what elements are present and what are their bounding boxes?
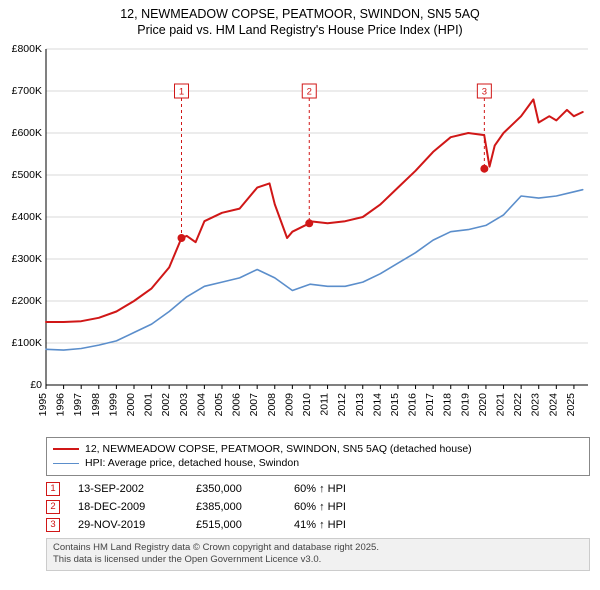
- svg-text:2000: 2000: [125, 392, 137, 416]
- svg-text:2025: 2025: [565, 392, 577, 416]
- sale-marker-icon: 1: [46, 482, 60, 496]
- svg-text:2011: 2011: [319, 392, 331, 415]
- sale-change: 41% ↑ HPI: [294, 519, 394, 531]
- svg-text:£700K: £700K: [12, 85, 42, 97]
- table-row: 2 18-DEC-2009 £385,000 60% ↑ HPI: [46, 498, 590, 516]
- sale-change: 60% ↑ HPI: [294, 483, 394, 495]
- svg-text:2012: 2012: [336, 392, 348, 416]
- svg-text:1997: 1997: [72, 392, 84, 416]
- svg-text:£0: £0: [30, 379, 42, 391]
- line-chart-svg: £0 £100K £200K £300K £400K £500K £600K £700K £80…: [0, 41, 600, 431]
- sale-price: £515,000: [196, 519, 276, 531]
- svg-text:2015: 2015: [389, 392, 401, 416]
- sale-date: 18-DEC-2009: [78, 501, 178, 513]
- svg-text:£100K: £100K: [12, 337, 42, 349]
- svg-text:£400K: £400K: [12, 211, 42, 223]
- svg-text:2016: 2016: [407, 392, 419, 416]
- legend-label: HPI: Average price, detached house, Swin…: [85, 456, 299, 471]
- svg-text:1999: 1999: [107, 392, 119, 416]
- svg-text:2010: 2010: [301, 392, 313, 416]
- svg-text:1995: 1995: [37, 392, 49, 416]
- legend-swatch: [53, 448, 79, 450]
- svg-text:2009: 2009: [283, 392, 295, 416]
- sale-price: £385,000: [196, 501, 276, 513]
- legend-label: 12, NEWMEADOW COPSE, PEATMOOR, SWINDON, …: [85, 442, 472, 457]
- svg-text:2024: 2024: [547, 392, 559, 416]
- chart-container: 12, NEWMEADOW COPSE, PEATMOOR, SWINDON, …: [0, 0, 600, 590]
- svg-text:2007: 2007: [248, 392, 260, 416]
- svg-text:2013: 2013: [354, 392, 366, 416]
- svg-text:2022: 2022: [512, 392, 524, 416]
- chart-area: £0 £100K £200K £300K £400K £500K £600K £700K £80…: [0, 41, 600, 431]
- svg-text:2017: 2017: [424, 392, 436, 416]
- svg-text:2008: 2008: [266, 392, 278, 416]
- sales-table: 1 13-SEP-2002 £350,000 60% ↑ HPI 2 18-DE…: [46, 480, 590, 534]
- sale-marker-icon: 2: [46, 500, 60, 514]
- svg-text:2003: 2003: [178, 392, 190, 416]
- svg-text:2014: 2014: [371, 392, 383, 416]
- svg-text:2004: 2004: [195, 392, 207, 416]
- attribution-line: This data is licensed under the Open Gov…: [53, 554, 583, 566]
- svg-text:1998: 1998: [90, 392, 102, 416]
- svg-text:2018: 2018: [442, 392, 454, 416]
- svg-text:2023: 2023: [530, 392, 542, 416]
- table-row: 3 29-NOV-2019 £515,000 41% ↑ HPI: [46, 516, 590, 534]
- svg-text:1996: 1996: [55, 392, 67, 416]
- sale-price: £350,000: [196, 483, 276, 495]
- title-block: 12, NEWMEADOW COPSE, PEATMOOR, SWINDON, …: [0, 0, 600, 41]
- attribution-line: Contains HM Land Registry data © Crown c…: [53, 542, 583, 554]
- svg-text:1: 1: [179, 86, 184, 97]
- attribution: Contains HM Land Registry data © Crown c…: [46, 538, 590, 571]
- title-subtitle: Price paid vs. HM Land Registry's House …: [4, 22, 596, 38]
- svg-text:£500K: £500K: [12, 169, 42, 181]
- sale-date: 29-NOV-2019: [78, 519, 178, 531]
- svg-text:2020: 2020: [477, 392, 489, 416]
- svg-text:2001: 2001: [143, 392, 155, 416]
- sale-marker-icon: 3: [46, 518, 60, 532]
- sale-date: 13-SEP-2002: [78, 483, 178, 495]
- table-row: 1 13-SEP-2002 £350,000 60% ↑ HPI: [46, 480, 590, 498]
- title-address: 12, NEWMEADOW COPSE, PEATMOOR, SWINDON, …: [4, 6, 596, 22]
- svg-text:2: 2: [307, 86, 312, 97]
- svg-text:£300K: £300K: [12, 253, 42, 265]
- svg-text:£800K: £800K: [12, 43, 42, 55]
- legend-item: HPI: Average price, detached house, Swin…: [53, 456, 583, 471]
- sale-change: 60% ↑ HPI: [294, 501, 394, 513]
- svg-text:£200K: £200K: [12, 295, 42, 307]
- svg-text:2019: 2019: [459, 392, 471, 416]
- svg-text:2002: 2002: [160, 392, 172, 416]
- svg-text:2005: 2005: [213, 392, 225, 416]
- legend: 12, NEWMEADOW COPSE, PEATMOOR, SWINDON, …: [46, 437, 590, 476]
- svg-text:2006: 2006: [231, 392, 243, 416]
- legend-item: 12, NEWMEADOW COPSE, PEATMOOR, SWINDON, …: [53, 442, 583, 457]
- svg-text:2021: 2021: [495, 392, 507, 416]
- legend-swatch: [53, 463, 79, 464]
- svg-text:3: 3: [482, 86, 487, 97]
- svg-text:£600K: £600K: [12, 127, 42, 139]
